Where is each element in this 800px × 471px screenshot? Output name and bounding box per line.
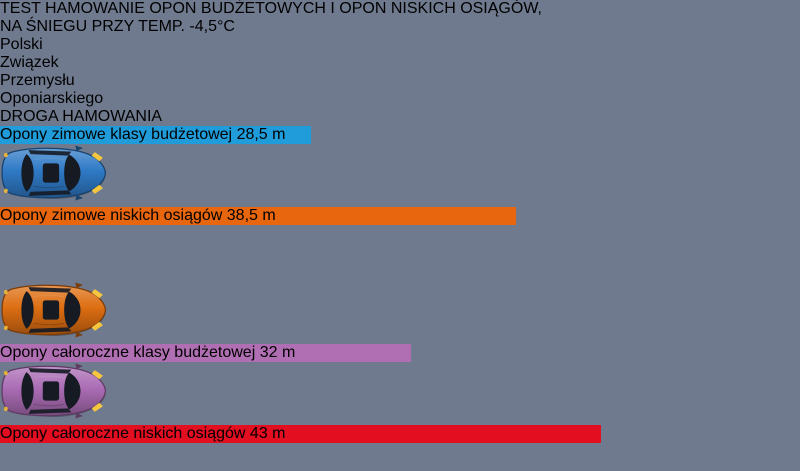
bar: Opony zimowe klasy budżetowej 28,5 m <box>0 126 311 144</box>
header: TEST HAMOWANIE OPON BUDŻETOWYCH I OPON N… <box>0 0 800 108</box>
bar-value: 43 m <box>249 425 286 442</box>
title-line-1: TEST HAMOWANIE OPON BUDŻETOWYCH I OPON N… <box>0 0 542 17</box>
bar-row-winter-lowperf: Opony zimowe niskich osiągów 38,5 m <box>0 207 800 344</box>
bar-label: Opony zimowe klasy budżetowej <box>0 126 233 143</box>
bar: Opony całoroczne niskich osiągów 43 m <box>0 425 601 443</box>
logo-line: Przemysłu <box>0 72 75 89</box>
logo-line: Polski <box>0 36 43 53</box>
bar-row-allseason-lowperf: Opony całoroczne niskich osiągów 43 m <box>0 425 800 471</box>
bar-value: 28,5 m <box>236 126 286 143</box>
bar-value: 32 m <box>259 344 296 361</box>
bar-label: Opony całoroczne niskich osiągów <box>0 425 246 442</box>
car-icon <box>0 362 800 425</box>
droga-hamowania-badge: DROGA HAMOWANIA <box>0 108 163 125</box>
logo-line: Oponiarskiego <box>0 90 104 107</box>
bar: Opony zimowe niskich osiągów 38,5 m <box>0 207 516 225</box>
logo-line: Związek <box>0 54 59 71</box>
bar-value: 38,5 m <box>226 207 276 224</box>
bar-label: Opony całoroczne klasy budżetowej <box>0 344 256 361</box>
title-line-2: NA ŚNIEGU PRZY TEMP. -4,5°C <box>0 18 235 35</box>
bar-label: Opony zimowe niskich osiągów <box>0 207 223 224</box>
car-icon <box>0 144 800 207</box>
pzpo-logo-text: Polski Związek Przemysłu Oponiarskiego <box>0 36 800 108</box>
bar-row-winter-budget: Opony zimowe klasy budżetowej 28,5 m <box>0 126 800 207</box>
car-icon <box>0 281 800 344</box>
pzpo-logo: Polski Związek Przemysłu Oponiarskiego <box>0 36 800 108</box>
bar-row-allseason-budget: Opony całoroczne klasy budżetowej 32 m <box>0 344 800 425</box>
page-title: TEST HAMOWANIE OPON BUDŻETOWYCH I OPON N… <box>0 0 800 36</box>
bar: Opony całoroczne klasy budżetowej 32 m <box>0 344 411 362</box>
